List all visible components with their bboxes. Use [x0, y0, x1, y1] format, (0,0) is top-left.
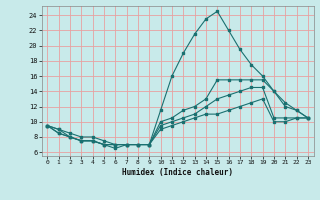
X-axis label: Humidex (Indice chaleur): Humidex (Indice chaleur)	[122, 168, 233, 177]
